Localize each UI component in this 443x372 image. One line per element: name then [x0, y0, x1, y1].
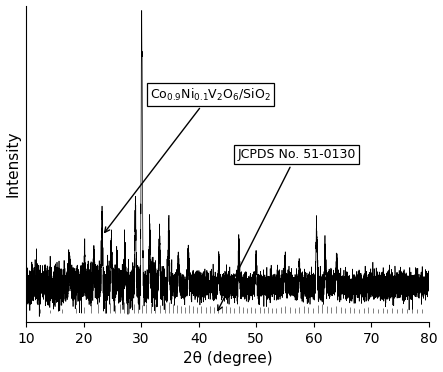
X-axis label: 2θ (degree): 2θ (degree): [183, 352, 272, 366]
Text: Co$_{0.9}$Ni$_{0.1}$V$_2$O$_6$/SiO$_2$: Co$_{0.9}$Ni$_{0.1}$V$_2$O$_6$/SiO$_2$: [105, 86, 270, 232]
Text: JCPDS No. 51-0130: JCPDS No. 51-0130: [218, 148, 356, 311]
Y-axis label: Intensity: Intensity: [6, 131, 20, 197]
